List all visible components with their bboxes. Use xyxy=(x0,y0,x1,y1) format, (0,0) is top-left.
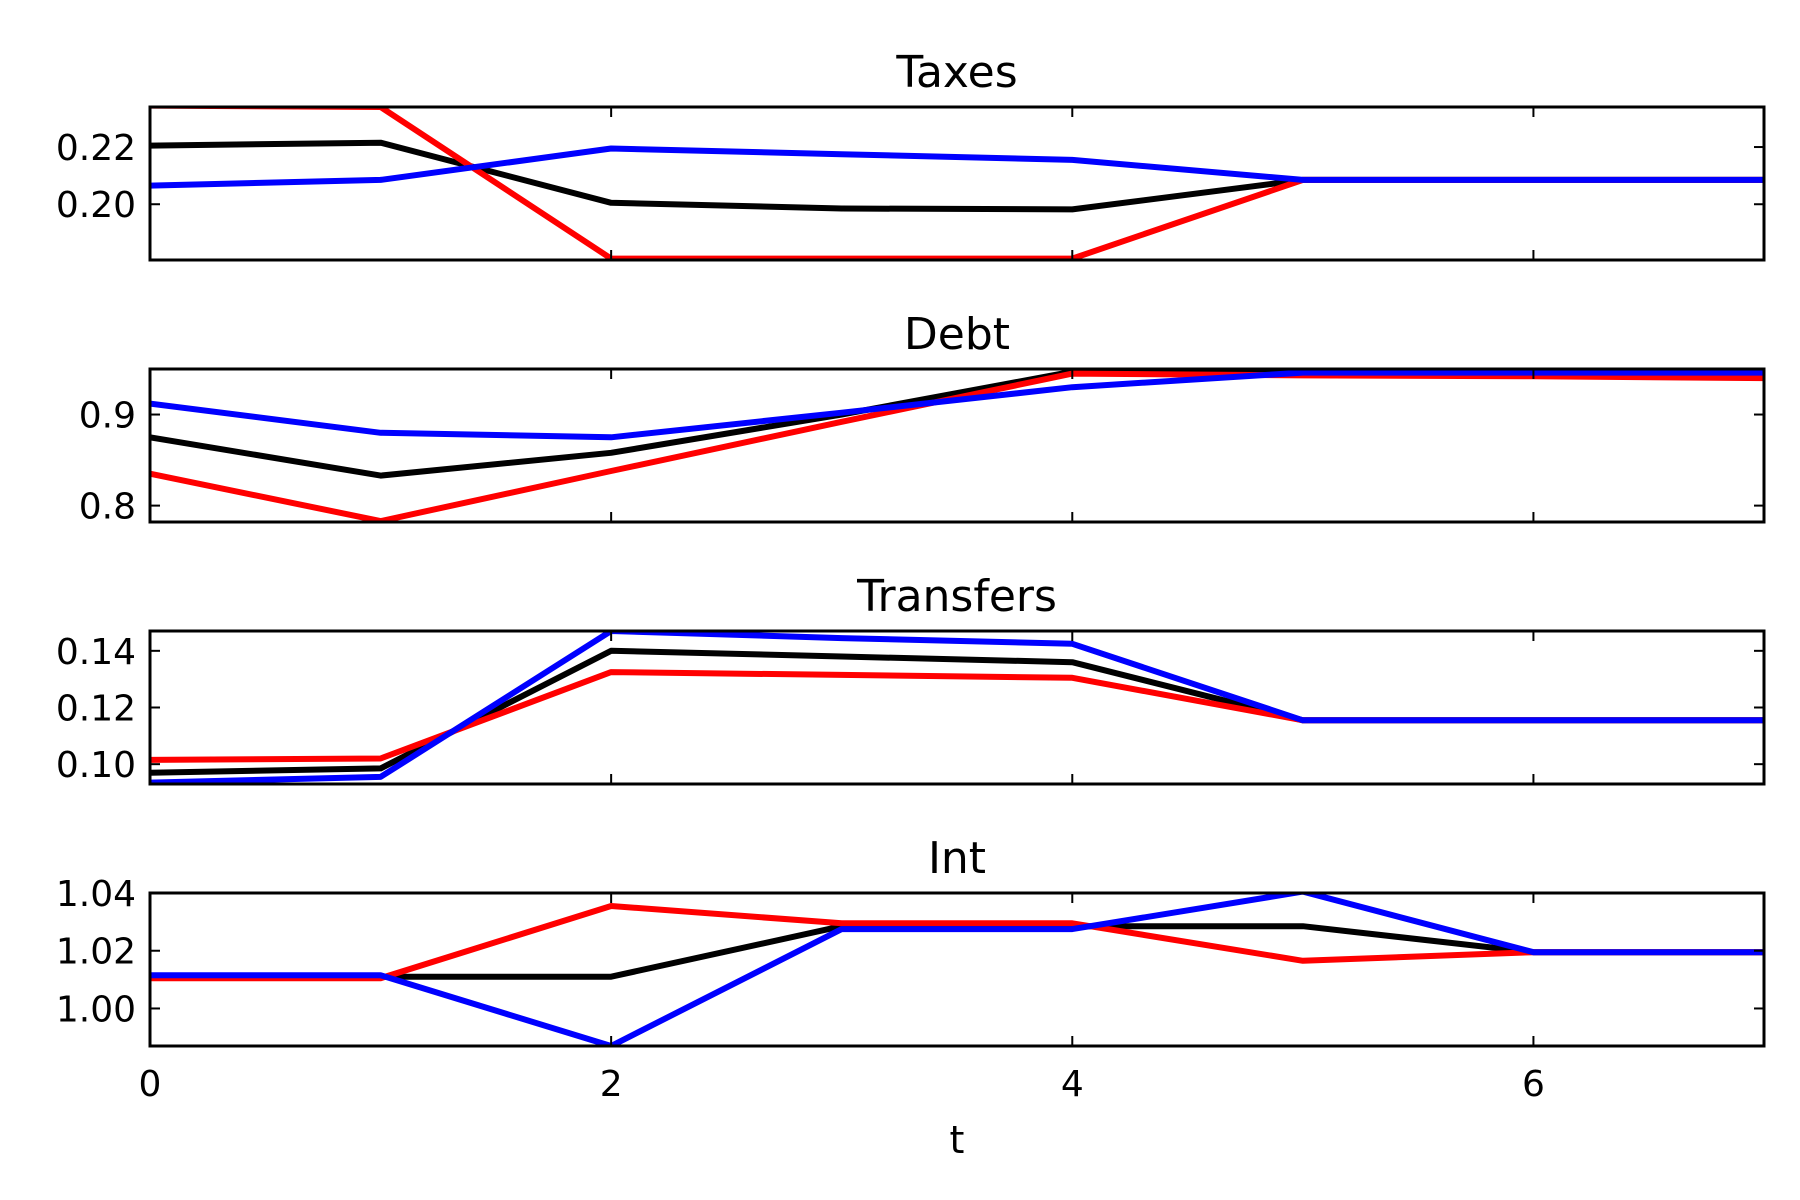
panel-debt: Debt 0.8 0.9 xyxy=(79,309,1766,528)
panel-transfers: Transfers 0.10 0.12 0.14 xyxy=(56,571,1766,786)
y-tick-label: 0.20 xyxy=(56,185,136,226)
y-tick-label: 1.02 xyxy=(56,932,136,973)
y-tick-label: 1.04 xyxy=(56,874,136,915)
panel-title: Transfers xyxy=(856,571,1057,622)
y-tick-label: 0.9 xyxy=(79,396,136,437)
subplot-panels: Taxes 0.20 0.22 Debt 0.8 0.9 Transfers 0.10 0.12… xyxy=(56,47,1766,1162)
series-group xyxy=(150,893,1764,1046)
panel-title: Taxes xyxy=(895,47,1017,98)
y-tick-label: 1.00 xyxy=(56,989,136,1030)
y-tick-label: 0.10 xyxy=(56,745,136,786)
x-tick-label: 0 xyxy=(139,1064,162,1105)
y-tick-label: 0.14 xyxy=(56,632,136,673)
x-tick-label: 6 xyxy=(1522,1064,1545,1105)
series-line-2 xyxy=(150,631,1764,784)
x-tick-label: 2 xyxy=(600,1064,623,1105)
series-line-1 xyxy=(150,903,1764,982)
series-group xyxy=(150,631,1764,784)
series-line-2 xyxy=(150,369,1764,441)
axes-frame xyxy=(148,105,1766,262)
axes-frame xyxy=(148,367,1766,524)
panel-taxes: Taxes 0.20 0.22 xyxy=(56,47,1766,262)
x-axis-label: t xyxy=(950,1118,965,1162)
y-tick-label: 0.22 xyxy=(56,128,136,169)
x-tick-label: 4 xyxy=(1061,1064,1084,1105)
y-tick-label: 0.8 xyxy=(79,487,136,528)
panel-int: Int 1.00 1.02 1.04 0 2 4 6 t xyxy=(56,833,1766,1162)
series-line-2 xyxy=(150,893,1764,1046)
series-line-2 xyxy=(150,145,1764,189)
panel-title: Int xyxy=(928,833,986,884)
panel-title: Debt xyxy=(904,309,1010,360)
series-group xyxy=(150,369,1764,522)
y-tick-label: 0.12 xyxy=(56,689,136,730)
axes-frame xyxy=(148,891,1766,1048)
